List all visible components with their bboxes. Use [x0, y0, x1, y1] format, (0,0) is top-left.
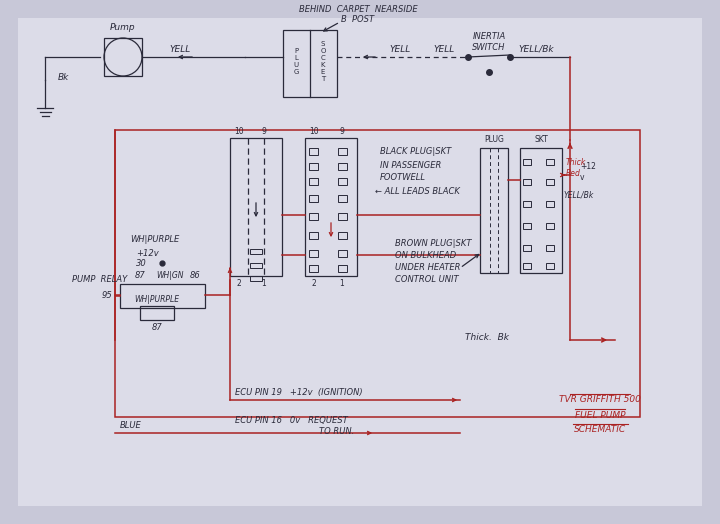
Text: BEHIND  CARPET  NEARSIDE: BEHIND CARPET NEARSIDE: [299, 5, 418, 14]
Text: PLUG: PLUG: [484, 136, 504, 145]
Text: 10: 10: [234, 126, 244, 136]
Bar: [523, 263, 531, 269]
Text: ← ALL LEADS BLACK: ← ALL LEADS BLACK: [375, 188, 460, 196]
Bar: [305, 138, 357, 276]
Bar: [309, 232, 318, 239]
Text: PUMP  RELAY: PUMP RELAY: [72, 275, 127, 283]
Text: YELL: YELL: [433, 45, 455, 53]
Text: IN PASSENGER: IN PASSENGER: [380, 160, 441, 169]
Bar: [523, 245, 531, 251]
Bar: [309, 250, 318, 257]
Text: WH|PURPLE: WH|PURPLE: [135, 294, 179, 303]
Bar: [120, 284, 205, 308]
Text: YELL/Bk: YELL/Bk: [564, 191, 594, 200]
Bar: [546, 245, 554, 251]
Text: 1: 1: [261, 278, 266, 288]
Bar: [546, 159, 554, 165]
Bar: [523, 179, 531, 185]
Bar: [309, 148, 318, 155]
Bar: [546, 201, 554, 207]
Text: ECU PIN 19   +12v  (IGNITION): ECU PIN 19 +12v (IGNITION): [235, 388, 363, 398]
Text: +12v: +12v: [136, 248, 158, 257]
Text: TVR GRIFFITH 500: TVR GRIFFITH 500: [559, 396, 641, 405]
Text: P
L
U
G: P L U G: [293, 48, 299, 75]
Text: 30: 30: [136, 258, 147, 267]
Text: FUEL PUMP: FUEL PUMP: [575, 410, 625, 420]
Bar: [309, 178, 318, 185]
Text: ECU PIN 16   0v   REQUEST
                                TO RUN.: ECU PIN 16 0v REQUEST TO RUN.: [235, 416, 354, 435]
Bar: [338, 232, 347, 239]
Text: 86: 86: [190, 271, 201, 280]
Text: BLACK PLUG|SKT: BLACK PLUG|SKT: [380, 147, 451, 157]
Text: WH|PURPLE: WH|PURPLE: [130, 235, 179, 245]
Text: YELL/Bk: YELL/Bk: [518, 45, 554, 53]
Text: Bk: Bk: [58, 73, 69, 82]
Bar: [283, 30, 337, 97]
Bar: [338, 178, 347, 185]
Text: YELL: YELL: [169, 45, 191, 53]
Bar: [338, 265, 347, 272]
Text: B  POST: B POST: [341, 15, 374, 24]
Text: +12
v: +12 v: [580, 162, 596, 182]
Text: S
O
C
K
E
T: S O C K E T: [320, 41, 325, 82]
Bar: [520, 148, 562, 273]
Bar: [250, 276, 262, 281]
Bar: [523, 223, 531, 229]
Text: BLUE: BLUE: [120, 421, 142, 431]
Bar: [480, 148, 508, 273]
Bar: [338, 250, 347, 257]
Text: BROWN PLUG|SKT: BROWN PLUG|SKT: [395, 238, 472, 247]
Bar: [523, 201, 531, 207]
Bar: [338, 213, 347, 220]
Bar: [546, 179, 554, 185]
Text: 1: 1: [340, 278, 344, 288]
Bar: [546, 263, 554, 269]
Bar: [309, 163, 318, 170]
Text: 9: 9: [261, 126, 266, 136]
Bar: [104, 38, 142, 76]
Text: 2: 2: [312, 278, 316, 288]
Text: Thick.  Bk: Thick. Bk: [465, 333, 509, 342]
Bar: [309, 265, 318, 272]
Bar: [309, 195, 318, 202]
Text: WH|GN: WH|GN: [156, 271, 184, 280]
Text: 10: 10: [309, 126, 319, 136]
Text: INERTIA
SWITCH: INERTIA SWITCH: [472, 32, 505, 52]
Bar: [230, 138, 282, 276]
Bar: [338, 195, 347, 202]
Bar: [546, 223, 554, 229]
Text: YELL: YELL: [390, 45, 410, 53]
Text: SKT: SKT: [534, 136, 548, 145]
Bar: [250, 249, 262, 254]
Text: Thick
Red: Thick Red: [566, 158, 586, 178]
Text: ON BULKHEAD: ON BULKHEAD: [395, 250, 456, 259]
Text: 95: 95: [102, 291, 112, 300]
Bar: [115, 130, 640, 417]
Text: CONTROL UNIT: CONTROL UNIT: [395, 275, 459, 283]
Text: 9: 9: [340, 126, 344, 136]
Bar: [309, 213, 318, 220]
Text: 87: 87: [152, 322, 163, 332]
Bar: [250, 263, 262, 268]
Bar: [338, 148, 347, 155]
Text: Pump: Pump: [110, 23, 136, 31]
Text: SCHEMATIC: SCHEMATIC: [574, 425, 626, 434]
Bar: [338, 163, 347, 170]
Text: 87: 87: [135, 271, 145, 280]
Text: 2: 2: [237, 278, 241, 288]
Bar: [523, 159, 531, 165]
Text: FOOTWELL: FOOTWELL: [380, 173, 426, 182]
Text: UNDER HEATER: UNDER HEATER: [395, 263, 461, 271]
Bar: [140, 306, 174, 320]
